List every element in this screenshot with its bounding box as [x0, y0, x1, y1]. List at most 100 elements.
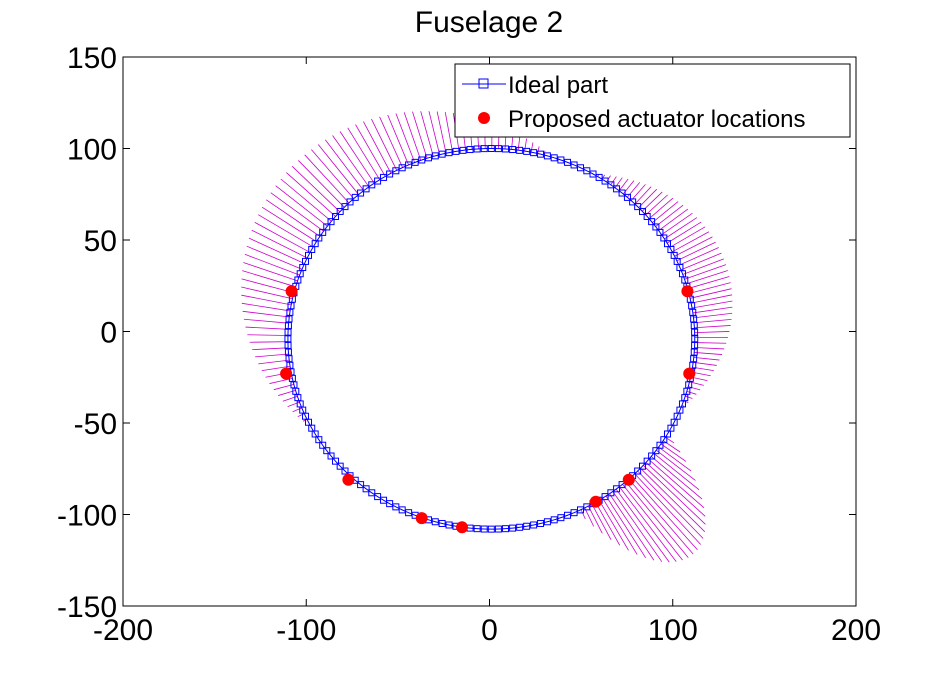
hatch-segment	[652, 201, 679, 223]
hatch-segment	[412, 111, 428, 159]
ideal-part-marker	[550, 154, 558, 162]
hatch-segment	[678, 247, 719, 266]
hatch-segment	[605, 495, 647, 559]
hatch-segment	[243, 318, 289, 324]
ideal-part-marker	[368, 489, 376, 497]
x-tick-label: 0	[481, 614, 498, 647]
ideal-part-marker	[543, 518, 551, 526]
hatch-segment	[693, 356, 720, 361]
ideal-part-marker	[445, 149, 453, 157]
hatch-segment	[610, 176, 617, 186]
hatch-segment	[691, 294, 733, 304]
legend: Ideal part Proposed actuator locations	[454, 63, 851, 138]
hatch-segment	[630, 184, 646, 201]
ideal-part-marker	[424, 154, 432, 162]
ideal-part-marker	[284, 335, 292, 343]
y-tick-label: 100	[67, 134, 117, 167]
ideal-part-marker	[284, 322, 292, 330]
hatch-segment	[332, 135, 370, 188]
ideal-part-marker	[689, 361, 697, 369]
x-tick-label: 100	[648, 614, 698, 647]
ideal-part-marker	[327, 452, 335, 460]
ideal-part-marker	[374, 177, 382, 185]
ideal-part-marker	[341, 203, 349, 211]
hatch-segment	[297, 413, 305, 417]
hatch-segment	[339, 131, 375, 184]
ideal-part-marker	[323, 223, 331, 231]
ideal-part-marker	[656, 228, 664, 236]
ideal-part-marker	[550, 516, 558, 524]
ideal-part-marker	[445, 521, 453, 529]
ideal-part-marker	[537, 150, 545, 158]
hatch-segment	[347, 127, 381, 180]
ideal-part-marker	[286, 308, 294, 316]
hatch-segment	[637, 470, 704, 539]
ideal-part-marker	[459, 146, 467, 154]
ideal-part-marker	[480, 145, 488, 153]
hatch-segment	[634, 473, 702, 545]
ideal-part-marker	[473, 525, 481, 533]
actuator-point	[622, 473, 635, 486]
actuator-point	[589, 495, 602, 508]
ideal-part-marker	[327, 218, 335, 226]
ideal-part-marker	[362, 185, 370, 193]
hatch-segment	[672, 231, 710, 253]
hatch-segment	[618, 178, 629, 192]
y-tick-label: 150	[67, 42, 117, 75]
hatch-segment	[266, 199, 321, 237]
ideal-part-marker	[613, 185, 621, 193]
ideal-part-marker	[638, 462, 646, 470]
ideal-part-marker	[523, 147, 531, 155]
ideal-part-marker	[502, 145, 510, 153]
hatch-segment	[658, 446, 692, 472]
ideal-part-marker	[319, 441, 327, 449]
ideal-part-marker	[480, 525, 488, 533]
hatch-segment	[609, 493, 655, 561]
hatch-segment	[444, 112, 453, 153]
hatch-segment	[694, 325, 731, 329]
hatch-segment	[241, 278, 295, 294]
ideal-part-marker	[623, 193, 631, 201]
hatch-segment	[248, 237, 305, 264]
hatch-segment	[428, 111, 441, 155]
hatch-segment	[258, 359, 290, 365]
hatch-segment	[680, 252, 722, 271]
ideal-part-marker	[411, 158, 419, 166]
hatch-segment	[598, 500, 629, 551]
actuator-point	[280, 367, 293, 380]
ideal-part-marker	[284, 328, 292, 336]
ideal-part-marker	[341, 467, 349, 475]
hatch-segment	[602, 497, 638, 555]
ideal-part-marker	[473, 145, 481, 153]
x-tick-label: -200	[93, 614, 153, 647]
ideal-part-marker	[380, 173, 388, 181]
hatch-segment	[258, 214, 314, 248]
ideal-part-marker	[629, 198, 637, 206]
ideal-part-marker	[543, 152, 551, 160]
hatch-segment	[275, 185, 328, 227]
hatch-segment	[691, 300, 733, 309]
hatch-segment	[241, 286, 293, 300]
ideal-part-marker	[431, 152, 439, 160]
ideal-part-marker	[564, 158, 572, 166]
hatch-segment	[615, 488, 670, 563]
hatch-segment	[653, 453, 700, 491]
ideal-part-marker	[607, 181, 615, 189]
hatch-segment	[584, 507, 595, 527]
hatch-segment	[684, 264, 727, 280]
ideal-part-marker	[523, 522, 531, 530]
hatch-segment	[292, 407, 302, 413]
y-tick-label: -100	[57, 500, 117, 533]
hatch-segment	[245, 326, 289, 330]
y-axis: 150 100 50 0 -50 -100 -150	[57, 42, 856, 624]
ideal-part-marker	[689, 308, 697, 316]
hatch-segment	[682, 258, 724, 275]
hatch-segment	[686, 391, 697, 395]
hatch-segment	[246, 245, 303, 270]
ideal-part-marker	[601, 177, 609, 185]
hatch-segment	[648, 197, 674, 220]
ideal-part-marker	[418, 156, 426, 164]
legend-ideal-marker	[478, 78, 489, 89]
ideal-part-marker	[494, 525, 502, 533]
ideal-part-series	[284, 145, 699, 533]
